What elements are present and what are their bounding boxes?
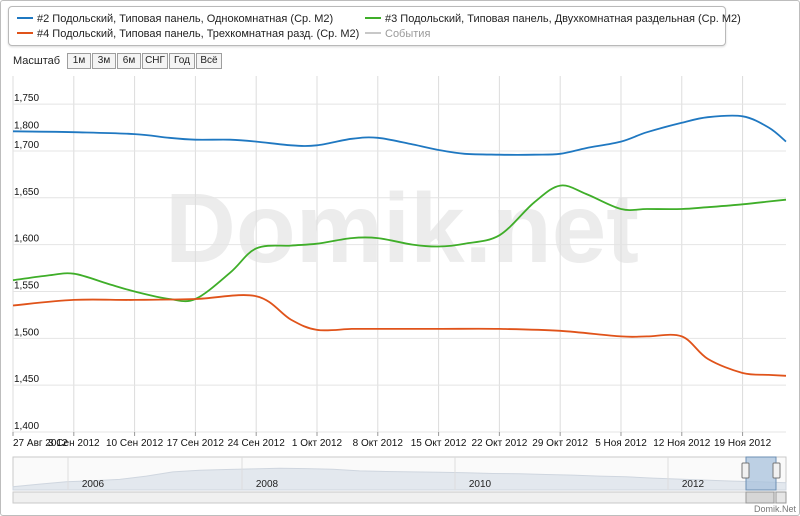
y-tick-label: 1,800 <box>14 120 39 131</box>
legend-item-series-2[interactable]: #2 Подольский, Типовая панель, Однокомна… <box>17 13 333 26</box>
navigator-scrollbar-track[interactable] <box>12 491 787 504</box>
x-tick-label: 24 Сен 2012 <box>228 438 286 449</box>
x-tick-label: 3 Сен 2012 <box>48 438 100 449</box>
y-tick-label: 1,500 <box>14 327 39 338</box>
x-tick-label: 19 Ноя 2012 <box>714 438 772 449</box>
zoom-label: Масштаб <box>13 55 61 67</box>
legend-label: #4 Подольский, Типовая панель, Трехкомна… <box>37 28 360 40</box>
series-line-3 <box>12 184 787 303</box>
legend-item-series-4[interactable]: #4 Подольский, Типовая панель, Трехкомна… <box>17 28 359 41</box>
legend-swatch <box>365 32 381 35</box>
y-tick-label: 1,600 <box>14 234 39 245</box>
x-tick-label: 15 Окт 2012 <box>411 438 467 449</box>
legend-swatch <box>17 17 33 20</box>
vertical-grid <box>12 76 744 432</box>
legend-label: #2 Подольский, Типовая панель, Однокомна… <box>37 13 334 25</box>
x-tick-label: 27 Авг 2012 <box>13 438 68 449</box>
x-tick-label: 10 Сен 2012 <box>106 438 164 449</box>
credit-label: Domik.Net <box>753 504 796 514</box>
x-tick-label: 12 Ноя 2012 <box>653 438 711 449</box>
navigator-year-label: 2012 <box>682 479 705 490</box>
y-tick-label: 1,750 <box>14 93 39 104</box>
x-tick-label: 1 Окт 2012 <box>292 438 343 449</box>
y-tick-label: 1,450 <box>14 374 39 385</box>
y-tick-label: 1,650 <box>14 187 39 198</box>
navigator-left-handle[interactable] <box>741 462 750 479</box>
y-tick-label: 1,400 <box>14 421 39 432</box>
navigator-year-label: 2008 <box>256 479 279 490</box>
legend-item-series-3[interactable]: #3 Подольский, Типовая панель, Двухкомна… <box>365 13 741 26</box>
navigator-year-label: 2006 <box>82 479 105 490</box>
x-tick-label: 5 Ноя 2012 <box>595 438 647 449</box>
zoom-3m-button[interactable]: 3м <box>92 53 116 69</box>
x-tick-label: 29 Окт 2012 <box>532 438 588 449</box>
navigator-right-handle[interactable] <box>772 462 781 479</box>
y-axis: 1,400 1,450 1,500 1,550 1,600 1,650 1,700 1,750… <box>14 93 39 432</box>
series-line-4 <box>12 294 787 377</box>
navigator-scroll-right-button[interactable] <box>775 491 787 504</box>
series-lines <box>12 114 787 377</box>
series-line-2 <box>12 114 787 156</box>
zoom-year-button[interactable]: Год <box>169 53 195 69</box>
y-tick-label: 1,700 <box>14 140 39 151</box>
legend-swatch <box>17 32 33 35</box>
legend: #2 Подольский, Типовая панель, Однокомна… <box>8 6 741 46</box>
zoom-all-button[interactable]: Всё <box>196 53 222 69</box>
x-tick-label: 17 Сен 2012 <box>167 438 225 449</box>
navigator-series-area <box>12 467 787 491</box>
legend-label: #3 Подольский, Типовая панель, Двухкомна… <box>385 13 741 25</box>
navigator-scrollbar-thumb[interactable] <box>745 491 775 504</box>
x-tick-label: 8 Окт 2012 <box>353 438 404 449</box>
legend-swatch <box>365 17 381 20</box>
horizontal-grid <box>13 103 786 433</box>
y-tick-label: 1,550 <box>14 280 39 291</box>
zoom-1m-button[interactable]: 1м <box>67 53 91 69</box>
zoom-6m-button[interactable]: 6м <box>117 53 141 69</box>
navigator-year-label: 2010 <box>469 479 492 490</box>
navigator[interactable]: 2006 2008 2010 2012 <box>12 456 787 504</box>
legend-item-events[interactable]: События <box>365 28 430 41</box>
x-tick-label: 22 Окт 2012 <box>471 438 527 449</box>
legend-label: События <box>385 28 431 40</box>
zoom-ytd-button[interactable]: СНГ <box>142 53 168 69</box>
navigator-selection[interactable] <box>745 456 777 491</box>
